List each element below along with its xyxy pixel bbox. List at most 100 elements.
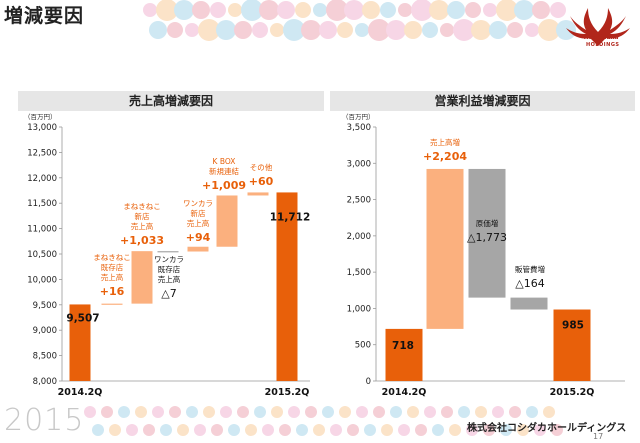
y-tick-label: 12,500 [27, 148, 57, 158]
bar-value-label: 718 [392, 340, 414, 352]
decorative-dot [322, 406, 334, 418]
decorative-dot [492, 406, 504, 418]
decorative-dot [514, 0, 534, 20]
decorative-dot [398, 3, 412, 17]
bar-value-label: 11,712 [270, 211, 311, 223]
decorative-dot [288, 406, 300, 418]
decorative-dot [465, 2, 481, 18]
decorative-dot [440, 23, 454, 37]
decorative-dot [305, 406, 317, 418]
waterfall-bar [101, 303, 123, 305]
profit-waterfall-chart: （百万円） 0 500 1,000 1,500 2,000 2,500 3,000 3,500 7… [342, 113, 625, 398]
bar-caption: 新規連結 [209, 166, 239, 176]
bar-value-label: 985 [562, 320, 584, 332]
bar-caption: 既存店 [158, 264, 181, 274]
decorative-dot [411, 0, 433, 21]
decorative-dot [84, 406, 96, 418]
decorative-dot [301, 20, 321, 40]
y-tick-label: 2,500 [347, 196, 371, 206]
decorative-dot [185, 23, 199, 37]
decorative-dot [313, 3, 327, 17]
decorative-dot [507, 22, 523, 38]
bar-caption: 新店 [135, 211, 150, 221]
decorative-dot [186, 406, 198, 418]
decorative-dot [429, 0, 449, 20]
bar-caption: 売上高増 [430, 137, 460, 147]
decorative-dot [449, 424, 461, 436]
company-name: 株式会社コシダカホールディングス [467, 423, 627, 434]
decorative-dot [489, 21, 507, 39]
waterfall-bar [69, 304, 91, 381]
decorative-dot [339, 406, 351, 418]
bar-caption: 新店 [191, 208, 206, 218]
waterfall-bar [157, 251, 179, 253]
x-tick-label: 2015.2Q [265, 387, 310, 398]
decorative-dot [283, 19, 305, 41]
decorative-dot [475, 406, 487, 418]
decorative-dot [362, 1, 380, 19]
y-tick-label: 3,500 [347, 123, 371, 133]
decorative-dot [319, 21, 337, 39]
bar-value-label: +16 [100, 285, 125, 298]
waterfall-bar [276, 192, 298, 381]
waterfall-bar [468, 168, 506, 298]
decorative-dot [192, 1, 210, 19]
decorative-dot [525, 23, 539, 37]
decorative-dot [152, 406, 164, 418]
bar-value-label: +94 [186, 231, 211, 244]
y-tick-label: 9,500 [33, 301, 57, 311]
bar-value-label: △7 [161, 287, 176, 300]
y-tick-label: 10,500 [27, 250, 57, 260]
y-tick-label: 0 [366, 377, 371, 387]
decorative-dot [271, 406, 283, 418]
decorative-dot [216, 20, 236, 40]
decorative-dot [101, 406, 113, 418]
decorative-dot [344, 0, 364, 20]
bar-value-label: +60 [249, 175, 274, 188]
bar-value-label: +1,033 [120, 234, 164, 247]
x-tick-label: 2014.2Q [58, 387, 103, 398]
decorative-dot [483, 424, 495, 436]
bar-caption: 既存店 [101, 262, 124, 272]
waterfall-bar [247, 192, 269, 196]
decorative-dot [337, 22, 353, 38]
decorative-dot [453, 19, 475, 41]
decorative-dot [160, 424, 172, 436]
bar-caption: ワンカラ [183, 199, 213, 208]
bar-caption: その他 [250, 162, 273, 172]
bar-value-label: +2,204 [423, 150, 467, 163]
y-tick-label: 11,000 [27, 225, 57, 235]
y-unit-label: （百万円） [342, 113, 375, 121]
decorative-dot [220, 406, 232, 418]
decorative-dot [262, 424, 274, 436]
decorative-dot [143, 424, 155, 436]
y-tick-label: 8,500 [33, 352, 57, 362]
decorative-dot [390, 406, 402, 418]
y-tick-label: 1,500 [347, 268, 371, 278]
y-tick-label: 12,000 [27, 174, 57, 184]
decorative-dot [126, 424, 138, 436]
decorative-dot [295, 2, 311, 18]
decorative-dot [424, 406, 436, 418]
decorative-dot [551, 424, 563, 436]
decorative-dot [252, 22, 268, 38]
decorative-dot [483, 3, 497, 17]
decorative-dot [228, 3, 242, 17]
bar-caption: まねきねこ [93, 253, 131, 262]
decorative-dot [254, 406, 266, 418]
waterfall-charts: （百万円） 8,000 8,500 9,000 9,500 10,000 10,500 11,… [24, 113, 625, 398]
page-title: 増減要因 [4, 5, 85, 27]
decorative-dot [198, 19, 220, 41]
decorative-dot [118, 406, 130, 418]
decorative-dot [526, 406, 538, 418]
decorative-dot [313, 424, 325, 436]
bar-caption: 売上高 [158, 274, 181, 284]
decorative-dot [237, 406, 249, 418]
decorative-dot [228, 424, 240, 436]
decorative-dot [538, 19, 560, 41]
decorative-dot [496, 0, 518, 21]
decorative-dot [347, 424, 359, 436]
bar-caption: ワンカラ [154, 255, 184, 264]
decorative-dot [174, 0, 194, 20]
decorative-dot [245, 424, 257, 436]
